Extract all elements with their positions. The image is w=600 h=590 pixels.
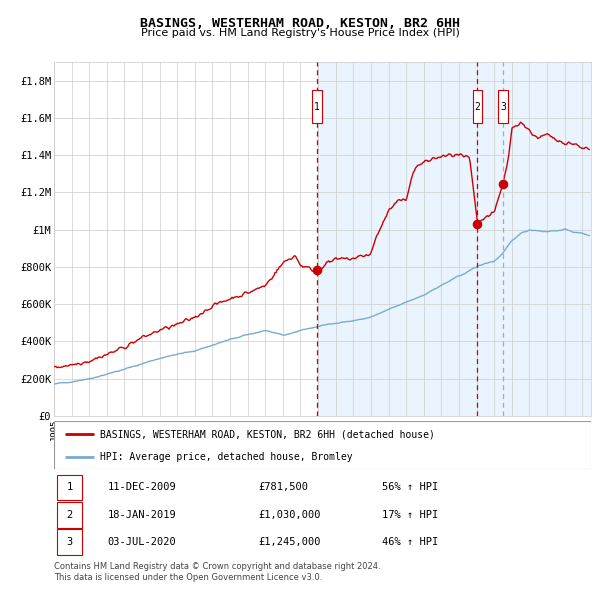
Text: Contains HM Land Registry data © Crown copyright and database right 2024.: Contains HM Land Registry data © Crown c…: [54, 562, 380, 571]
Text: This data is licensed under the Open Government Licence v3.0.: This data is licensed under the Open Gov…: [54, 573, 322, 582]
Text: 3: 3: [500, 101, 506, 112]
FancyBboxPatch shape: [54, 421, 591, 469]
Text: £781,500: £781,500: [258, 483, 308, 493]
Text: 11-DEC-2009: 11-DEC-2009: [108, 483, 176, 493]
Text: 1: 1: [67, 483, 73, 493]
FancyBboxPatch shape: [56, 502, 82, 527]
Point: [312, 266, 322, 275]
Text: 03-JUL-2020: 03-JUL-2020: [108, 537, 176, 547]
Text: £1,030,000: £1,030,000: [258, 510, 320, 520]
Text: £1,245,000: £1,245,000: [258, 537, 320, 547]
FancyBboxPatch shape: [312, 90, 322, 123]
Text: 56% ↑ HPI: 56% ↑ HPI: [382, 483, 438, 493]
FancyBboxPatch shape: [56, 529, 82, 555]
Text: Price paid vs. HM Land Registry's House Price Index (HPI): Price paid vs. HM Land Registry's House …: [140, 28, 460, 38]
Text: BASINGS, WESTERHAM ROAD, KESTON, BR2 6HH: BASINGS, WESTERHAM ROAD, KESTON, BR2 6HH: [140, 17, 460, 30]
Text: BASINGS, WESTERHAM ROAD, KESTON, BR2 6HH (detached house): BASINGS, WESTERHAM ROAD, KESTON, BR2 6HH…: [100, 429, 434, 439]
Text: 46% ↑ HPI: 46% ↑ HPI: [382, 537, 438, 547]
Text: 2: 2: [475, 101, 481, 112]
FancyBboxPatch shape: [56, 474, 82, 500]
Point: [473, 219, 482, 229]
FancyBboxPatch shape: [473, 90, 482, 123]
Text: 18-JAN-2019: 18-JAN-2019: [108, 510, 176, 520]
Text: 3: 3: [67, 537, 73, 547]
Text: HPI: Average price, detached house, Bromley: HPI: Average price, detached house, Brom…: [100, 452, 352, 462]
Text: 1: 1: [314, 101, 320, 112]
Point: [498, 179, 508, 189]
Text: 2: 2: [67, 510, 73, 520]
Bar: [317, 62, 591, 416]
Text: 17% ↑ HPI: 17% ↑ HPI: [382, 510, 438, 520]
FancyBboxPatch shape: [498, 90, 508, 123]
